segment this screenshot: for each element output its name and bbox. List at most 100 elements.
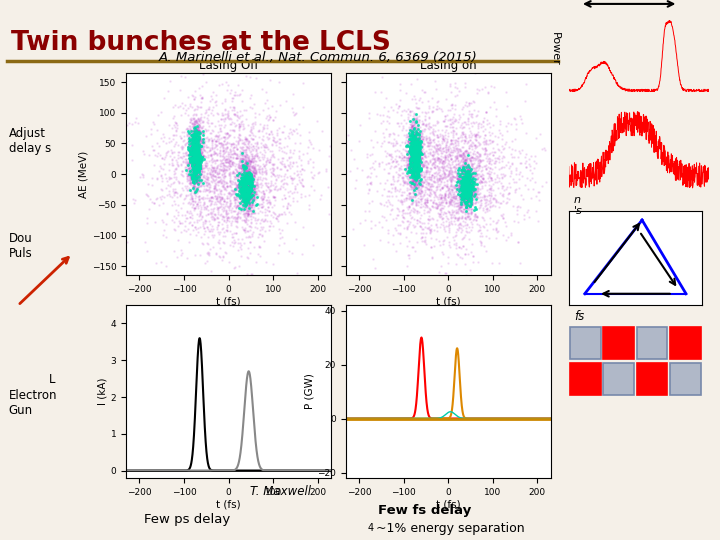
Point (247, 183, 258, 192)
Point (190, 148, 202, 157)
Point (201, 161, 212, 170)
Point (238, 120, 249, 129)
Point (454, 201, 465, 210)
Point (243, 193, 254, 201)
Point (198, 154, 210, 163)
Point (408, 150, 420, 159)
Point (470, 131, 482, 140)
Point (192, 154, 203, 163)
Point (420, 173, 432, 181)
Point (184, 150, 196, 158)
Point (238, 167, 250, 176)
Point (181, 166, 193, 175)
Point (369, 87, 381, 96)
Point (440, 173, 451, 181)
Point (464, 181, 475, 190)
Point (170, 164, 181, 173)
Point (192, 178, 203, 187)
Point (458, 187, 469, 196)
Point (433, 174, 444, 183)
Point (189, 155, 201, 164)
Point (457, 183, 469, 192)
Point (461, 176, 472, 184)
Point (197, 154, 208, 163)
Point (410, 160, 422, 169)
Point (194, 159, 206, 168)
Point (248, 207, 260, 216)
Point (405, 144, 417, 152)
Point (379, 102, 390, 111)
Point (410, 147, 422, 156)
Point (233, 173, 244, 182)
Point (253, 156, 265, 164)
Point (405, 149, 417, 158)
Point (409, 123, 420, 131)
Point (195, 233, 207, 242)
Point (456, 191, 468, 200)
Point (248, 187, 260, 196)
Point (458, 207, 469, 215)
Point (242, 160, 253, 169)
Point (191, 147, 202, 156)
Point (461, 172, 472, 180)
Point (157, 153, 168, 162)
Point (252, 179, 264, 188)
Point (251, 178, 262, 186)
Point (281, 179, 292, 187)
Point (462, 189, 474, 198)
Point (406, 166, 418, 175)
Point (429, 168, 441, 177)
Point (465, 191, 477, 200)
Point (234, 112, 246, 120)
Point (185, 138, 197, 147)
Point (444, 151, 456, 160)
Point (410, 162, 421, 171)
Point (410, 148, 422, 157)
Point (473, 139, 485, 147)
Point (460, 176, 472, 185)
Point (236, 157, 248, 166)
Point (466, 183, 477, 192)
Point (414, 152, 426, 161)
Point (236, 188, 248, 197)
Point (189, 152, 200, 161)
Point (188, 146, 199, 155)
Point (215, 199, 226, 207)
Point (238, 197, 250, 205)
Point (229, 148, 240, 157)
Point (212, 139, 224, 147)
Point (191, 116, 202, 124)
Point (455, 189, 467, 198)
Point (407, 163, 418, 171)
Point (479, 192, 490, 201)
Point (417, 172, 428, 181)
Point (240, 157, 252, 166)
Point (434, 157, 446, 166)
Point (453, 204, 464, 213)
Point (459, 214, 470, 222)
Point (420, 166, 432, 174)
Point (243, 178, 255, 187)
Point (238, 180, 250, 188)
Point (413, 165, 425, 173)
Point (438, 190, 450, 198)
Point (438, 194, 450, 202)
Point (464, 177, 475, 185)
Point (415, 146, 426, 154)
Point (191, 148, 202, 157)
Point (184, 167, 196, 176)
Point (189, 149, 200, 158)
Point (456, 190, 467, 199)
Point (192, 141, 204, 150)
Point (243, 190, 254, 198)
Point (457, 194, 469, 203)
Point (192, 163, 203, 172)
Point (255, 225, 266, 234)
Point (420, 236, 431, 245)
Point (197, 127, 208, 136)
Point (196, 124, 207, 132)
Point (460, 179, 472, 188)
Point (190, 138, 202, 146)
Point (163, 165, 175, 174)
Point (456, 183, 468, 191)
